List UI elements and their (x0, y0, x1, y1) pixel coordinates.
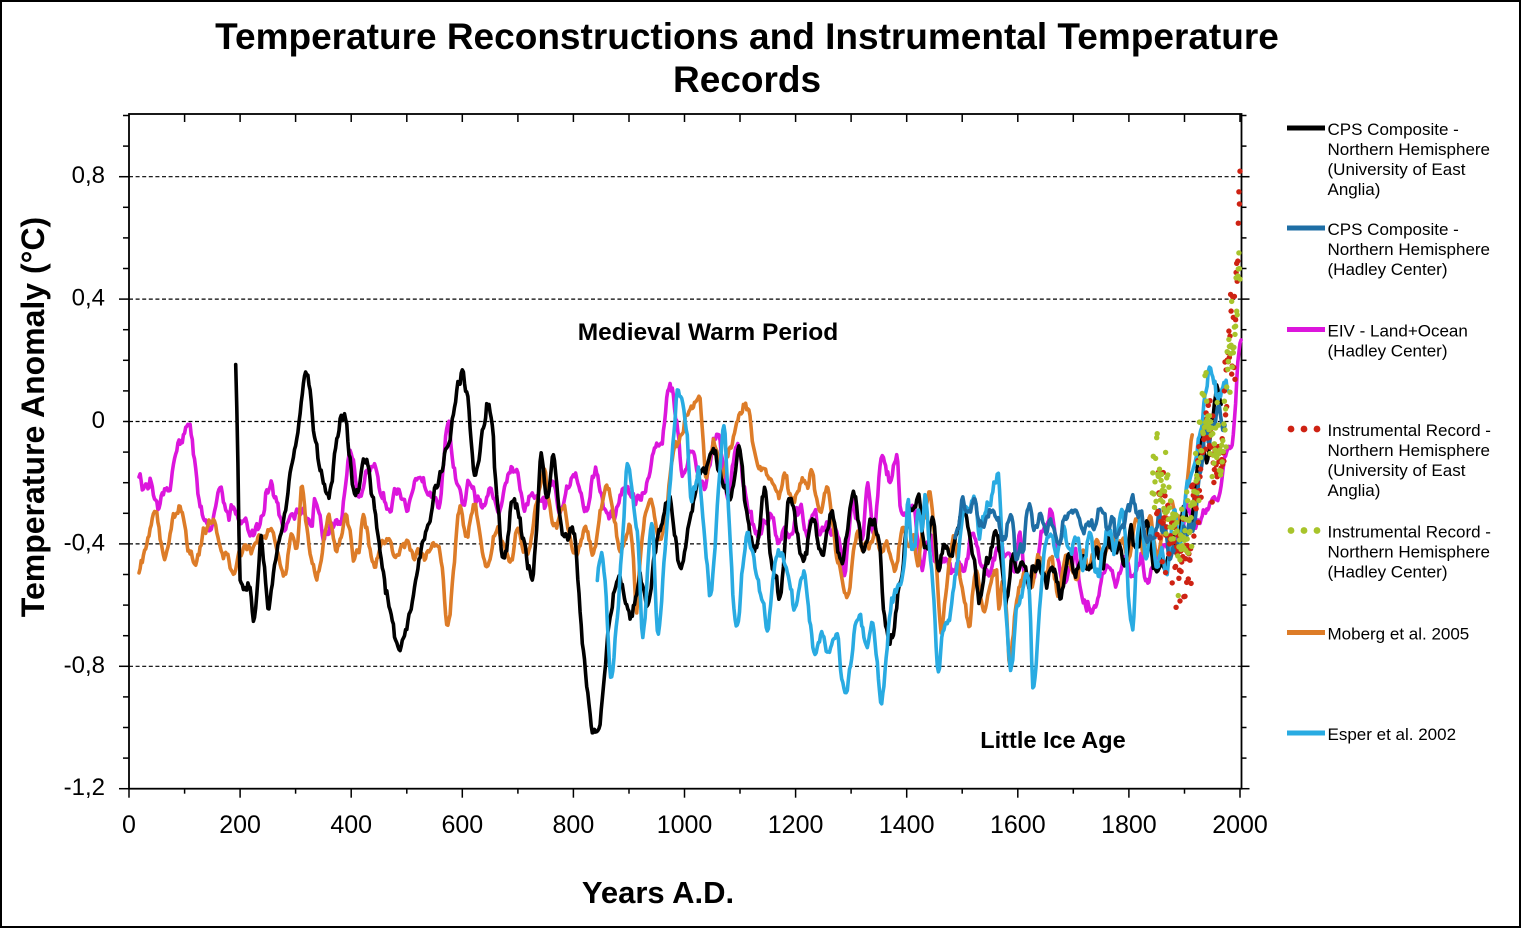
svg-text:Anglia): Anglia) (1328, 180, 1381, 199)
svg-text:Medieval Warm Period: Medieval Warm Period (578, 319, 839, 346)
svg-text:Anglia): Anglia) (1328, 481, 1381, 500)
svg-text:0,8: 0,8 (72, 162, 105, 189)
svg-text:(University of East: (University of East (1328, 461, 1466, 480)
svg-text:600: 600 (441, 811, 483, 839)
svg-text:0: 0 (92, 407, 105, 434)
svg-text:Moberg et al. 2005: Moberg et al. 2005 (1328, 625, 1470, 644)
svg-text:Northern Hemisphere: Northern Hemisphere (1328, 543, 1491, 562)
svg-text:Instrumental Record -: Instrumental Record - (1328, 421, 1491, 440)
svg-text:Records: Records (673, 59, 821, 100)
svg-text:Northern Hemisphere: Northern Hemisphere (1328, 441, 1491, 460)
svg-text:Temperature Reconstructions an: Temperature Reconstructions and Instrume… (215, 16, 1279, 57)
svg-text:Years A.D.: Years A.D. (582, 875, 734, 910)
svg-text:2000: 2000 (1212, 811, 1268, 839)
svg-text:0: 0 (122, 811, 136, 839)
svg-text:1800: 1800 (1101, 811, 1157, 839)
svg-text:CPS Composite -: CPS Composite - (1328, 220, 1459, 239)
svg-text:800: 800 (553, 811, 595, 839)
svg-text:CPS Composite -: CPS Composite - (1328, 120, 1459, 139)
svg-text:1200: 1200 (768, 811, 824, 839)
svg-text:Little Ice Age: Little Ice Age (980, 727, 1125, 753)
svg-text:(University of East: (University of East (1328, 160, 1466, 179)
svg-text:(Hadley Center): (Hadley Center) (1328, 342, 1448, 361)
svg-text:Instrumental Record -: Instrumental Record - (1328, 523, 1491, 542)
svg-text:-0,4: -0,4 (64, 529, 105, 556)
svg-text:Temperature Anomaly (°C): Temperature Anomaly (°C) (15, 217, 51, 617)
svg-text:400: 400 (330, 811, 372, 839)
svg-text:(Hadley Center): (Hadley Center) (1328, 260, 1448, 279)
svg-text:Northern Hemisphere: Northern Hemisphere (1328, 240, 1491, 259)
svg-text:1400: 1400 (879, 811, 935, 839)
svg-text:EIV - Land+Ocean: EIV - Land+Ocean (1328, 322, 1468, 341)
svg-text:-1,2: -1,2 (64, 774, 105, 801)
svg-text:-0,8: -0,8 (64, 652, 105, 679)
svg-text:Esper et al. 2002: Esper et al. 2002 (1328, 725, 1457, 744)
svg-text:1000: 1000 (657, 811, 713, 839)
svg-text:Northern Hemisphere: Northern Hemisphere (1328, 140, 1491, 159)
svg-text:(Hadley Center): (Hadley Center) (1328, 563, 1448, 582)
svg-text:0,4: 0,4 (72, 285, 105, 312)
svg-text:1600: 1600 (990, 811, 1046, 839)
svg-text:200: 200 (219, 811, 261, 839)
